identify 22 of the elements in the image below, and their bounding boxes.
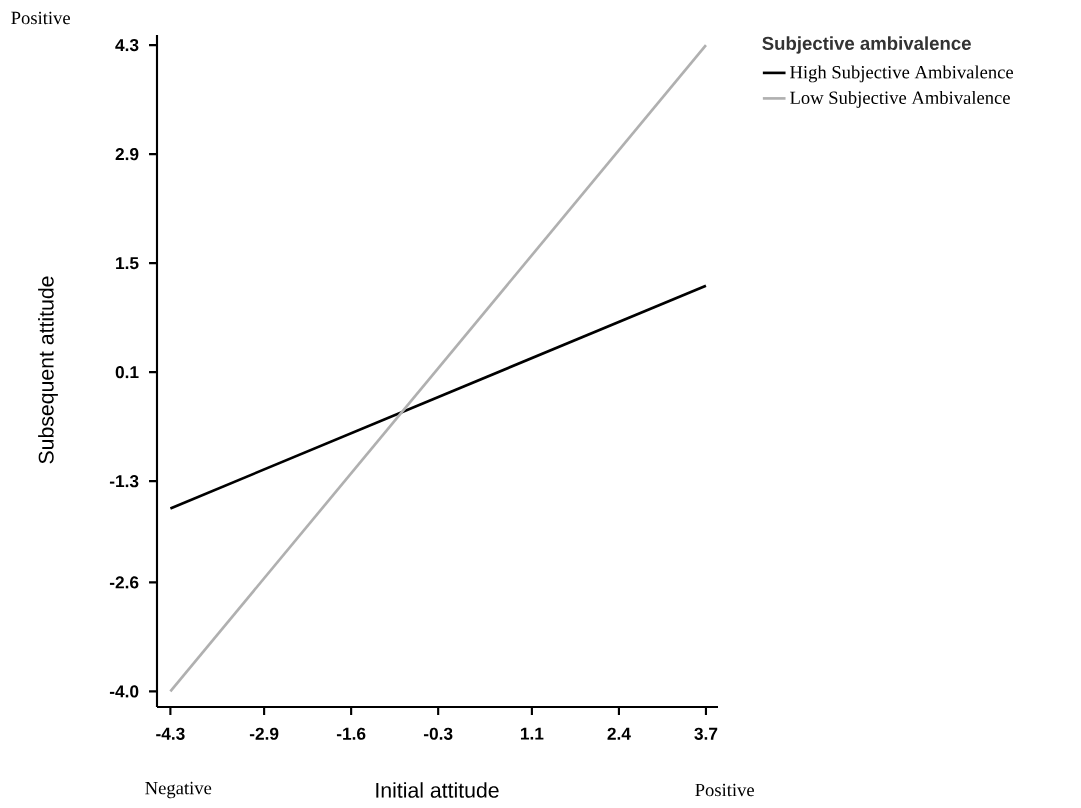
y-axis-title: Subsequent attitude <box>38 276 58 464</box>
x-tick-label: -0.3 <box>423 727 453 740</box>
legend-label: High Subjective Ambivalence <box>790 65 1014 83</box>
y-tick-label: -2.6 <box>109 576 139 589</box>
x-axis-title: Initial attitude <box>376 782 499 798</box>
legend-label: Low Subjective Ambivalence <box>790 90 1010 108</box>
text: Positive <box>695 783 754 797</box>
x-tick-label: -1.6 <box>336 727 366 740</box>
y-tick-label: -4.0 <box>109 685 139 698</box>
x-tick-label: 1.1 <box>520 727 544 740</box>
x-tick-label: 2.4 <box>607 727 631 740</box>
y-tick-label: 2.9 <box>115 148 139 161</box>
y-tick-label: -1.3 <box>109 475 139 488</box>
text: Negative <box>145 781 212 799</box>
legend-title: Subjective ambivalence <box>762 36 971 54</box>
x-tick-label: -4.3 <box>156 727 185 740</box>
x-tick-label: -2.9 <box>249 727 279 740</box>
y-tick-label: 4.3 <box>115 38 139 52</box>
y-tick-label: 1.5 <box>116 257 139 270</box>
x-tick-label: 3.7 <box>694 727 718 740</box>
y-tick-label: 0.1 <box>115 366 139 379</box>
text: Positive <box>11 11 70 25</box>
